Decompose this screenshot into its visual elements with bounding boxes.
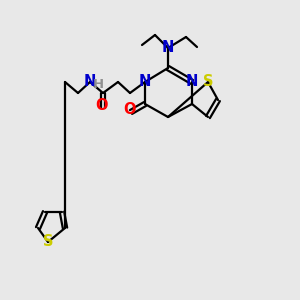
Text: H: H [92,77,104,91]
Text: S: S [203,74,213,89]
Text: N: N [139,74,151,89]
Text: N: N [84,74,96,89]
Text: O: O [123,103,135,118]
Text: N: N [186,74,198,89]
Text: O: O [95,98,107,113]
Text: S: S [43,235,53,250]
Text: N: N [162,40,174,56]
